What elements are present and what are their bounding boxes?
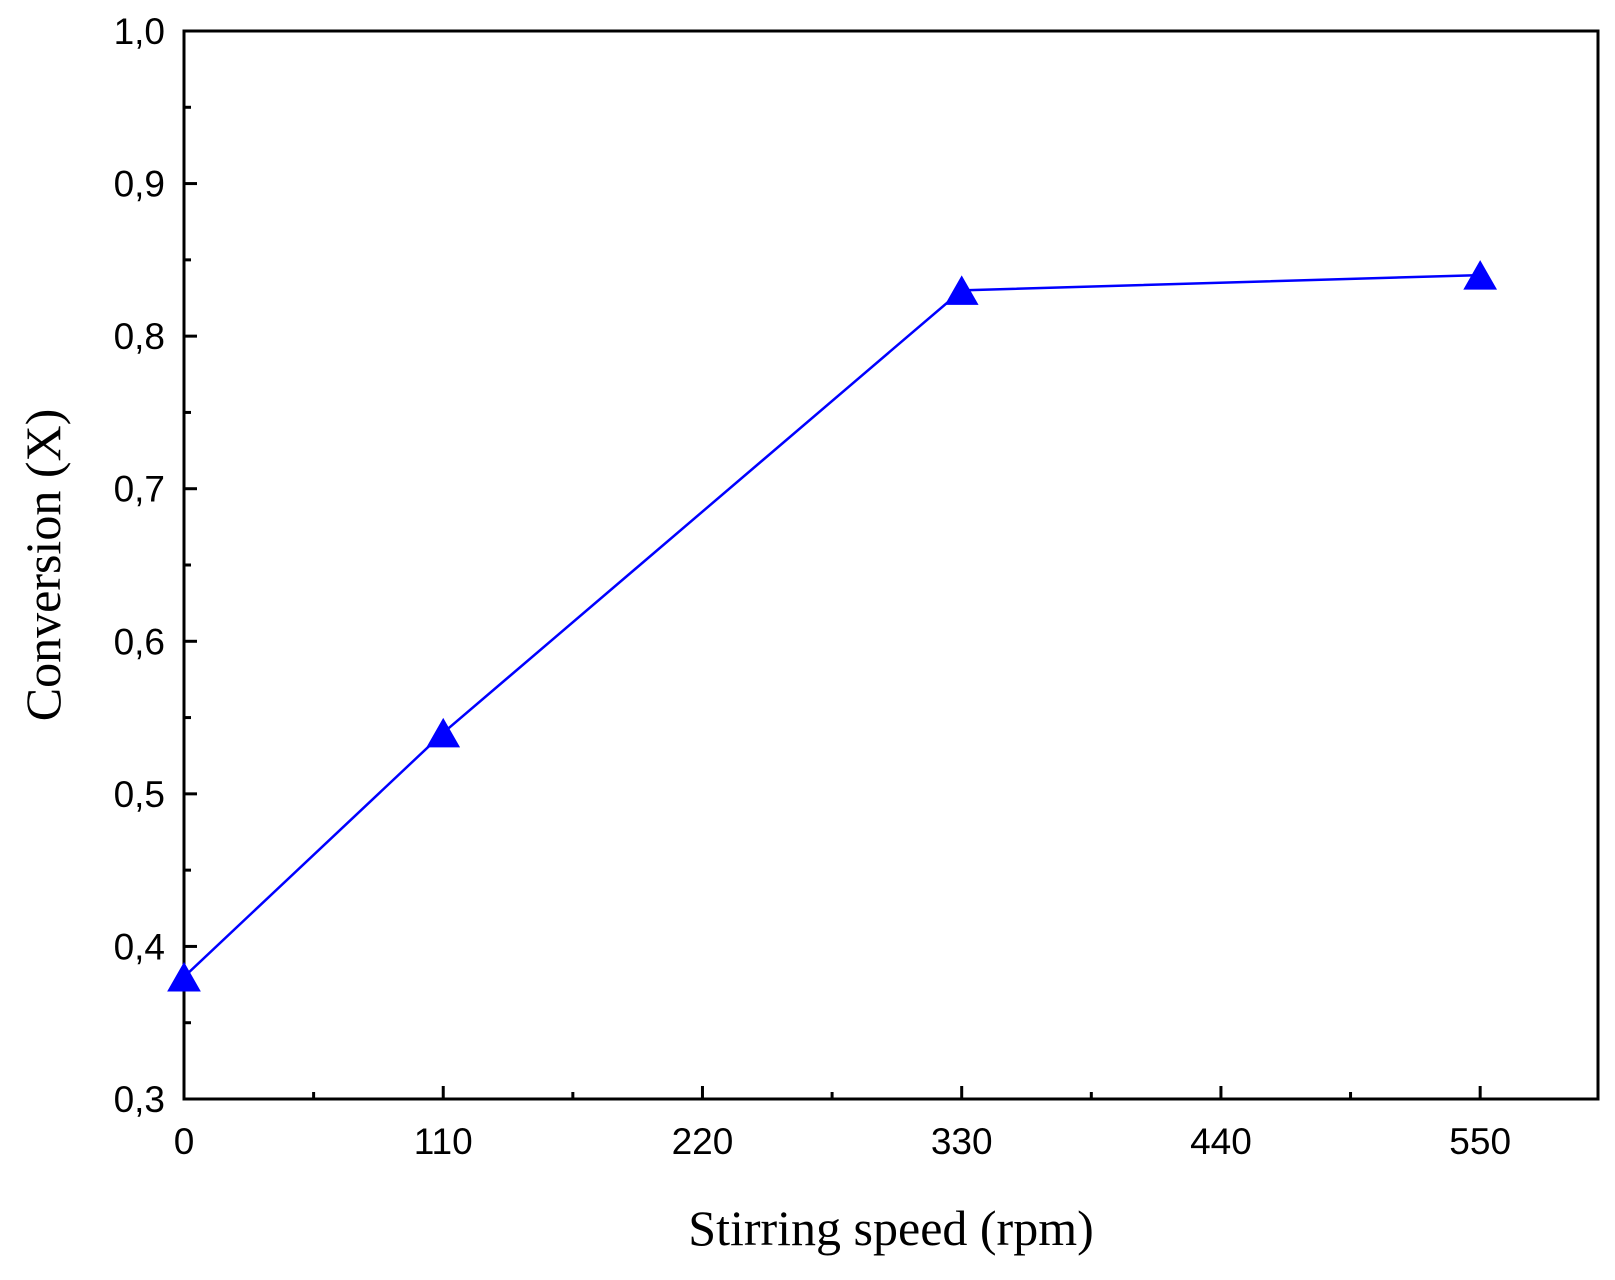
y-tick-label: 0,3 [114, 1079, 165, 1120]
x-tick-label: 220 [672, 1121, 734, 1162]
x-tick-label: 110 [414, 1121, 473, 1162]
y-axis-title: Conversion (X) [15, 409, 71, 721]
x-tick-label: 440 [1190, 1121, 1252, 1162]
y-tick-label: 0,4 [114, 926, 165, 967]
y-tick-label: 0,6 [114, 621, 165, 662]
y-tick-label: 0,8 [114, 316, 165, 357]
axes [182, 29, 1600, 1101]
y-tick-label: 0,7 [114, 469, 165, 510]
labels-layer: Stirring speed (rpm) Conversion (X) 0 110… [15, 11, 1511, 1256]
data-point-marker [944, 275, 979, 305]
data-point-marker [167, 961, 201, 992]
x-axis-title: Stirring speed (rpm) [688, 1200, 1093, 1256]
plot-frame [182, 29, 1600, 1101]
x-tick-label: 330 [931, 1121, 993, 1162]
data-point-marker [426, 717, 461, 748]
series-line [183, 273, 1481, 978]
series-layer [167, 260, 1498, 992]
y-tick-label: 0,9 [114, 164, 165, 205]
y-tick-label: 0,5 [114, 774, 165, 815]
y-tick-label: 1,0 [114, 11, 165, 52]
x-tick-label: 0 [174, 1121, 195, 1162]
data-point-marker [1463, 260, 1498, 290]
x-tick-label: 550 [1449, 1121, 1511, 1162]
